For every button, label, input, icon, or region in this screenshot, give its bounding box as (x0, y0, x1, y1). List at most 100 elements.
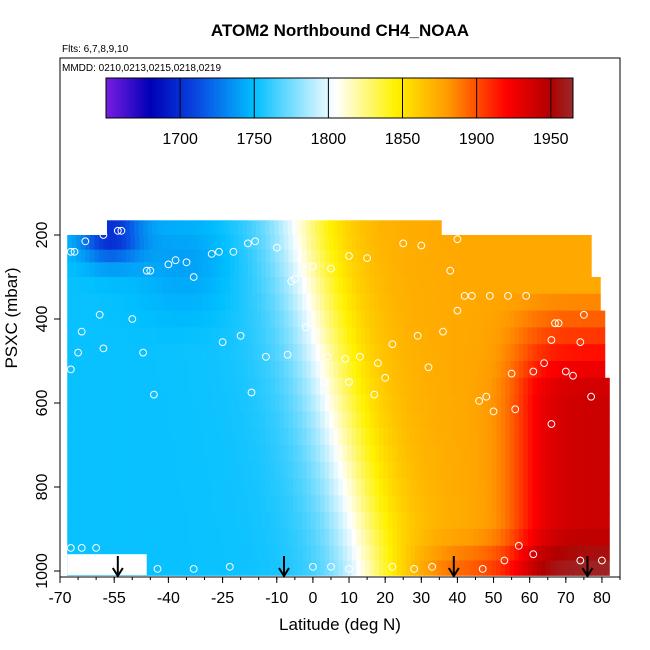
heatmap-cell (261, 411, 267, 429)
heatmap-cell (243, 512, 249, 530)
heatmap-cell (514, 394, 520, 412)
heatmap-cell (464, 235, 470, 251)
heatmap-cell (193, 529, 199, 547)
observation-point (424, 363, 433, 372)
heatmap-cell (396, 220, 402, 236)
heatmap-cell (478, 560, 484, 576)
heatmap-cell (311, 293, 317, 312)
heatmap-cell (130, 262, 136, 278)
heatmap-cell (175, 344, 181, 362)
heatmap-cell (428, 512, 434, 530)
heatmap-cell (360, 249, 366, 263)
heatmap-cell (171, 560, 177, 576)
observation-point (576, 556, 585, 565)
heatmap-cell (247, 512, 253, 530)
heatmap-cell (256, 461, 263, 480)
heatmap-cell (148, 495, 154, 513)
heatmap-cell (144, 277, 150, 295)
x-tick-label: -55 (103, 590, 126, 607)
heatmap-cell (582, 478, 588, 496)
heatmap-cell (405, 361, 412, 379)
heatmap-cell (198, 495, 204, 513)
heatmap-cell (491, 310, 497, 328)
heatmap-cell (491, 262, 497, 278)
heatmap-cell (451, 310, 457, 328)
heatmap-cell (505, 512, 511, 530)
heatmap-cell (554, 235, 561, 251)
heatmap-cell (67, 529, 73, 547)
heatmap-cell (238, 377, 244, 396)
heatmap-cell (392, 529, 398, 547)
heatmap-cell (265, 545, 272, 562)
heatmap-cell (423, 220, 429, 236)
heatmap-cell (559, 293, 565, 312)
heatmap-cell (320, 293, 326, 312)
heatmap-cell (243, 310, 249, 328)
heatmap-cell (302, 545, 308, 562)
heatmap-cell (469, 461, 475, 480)
heatmap-cell (279, 277, 285, 295)
heatmap-cell (469, 445, 475, 463)
heatmap-cell (202, 394, 208, 412)
heatmap-cell (284, 529, 290, 547)
heatmap-cell (433, 495, 439, 513)
heatmap-cell (473, 545, 479, 562)
heatmap-cell (234, 529, 240, 547)
heatmap-cell (405, 512, 412, 530)
heatmap-cell (478, 428, 484, 446)
heatmap-cell (324, 461, 330, 480)
heatmap-cell (347, 545, 353, 562)
heatmap-cell (455, 445, 461, 463)
heatmap-cell (373, 220, 379, 236)
heatmap-cell (586, 411, 592, 429)
observation-point (514, 541, 523, 550)
heatmap-cell (401, 262, 407, 278)
heatmap-cell (247, 262, 253, 278)
heatmap-cell (207, 377, 213, 396)
heatmap-cell (451, 428, 457, 446)
heatmap-cell (98, 344, 104, 362)
colorbar-segment (561, 78, 565, 118)
heatmap-cell (383, 377, 389, 396)
observation-point (475, 397, 484, 405)
heatmap-cell (527, 249, 533, 263)
heatmap-cell (514, 293, 520, 312)
heatmap-cell (577, 310, 583, 328)
heatmap-cell (138, 220, 144, 236)
heatmap-cell (478, 545, 484, 562)
heatmap-cell (410, 478, 416, 496)
observation-point (486, 292, 494, 300)
heatmap-cell (333, 560, 339, 576)
heatmap-cell (76, 262, 82, 278)
x-tick-label: 40 (449, 590, 467, 607)
observation-point (417, 241, 426, 250)
heatmap-cell (252, 545, 258, 562)
heatmap-cell (315, 495, 321, 513)
heatmap-cell (491, 394, 497, 412)
heatmap-cell (405, 545, 412, 562)
heatmap-cell (392, 495, 398, 513)
heatmap-cell (107, 445, 113, 463)
heatmap-cell (595, 545, 601, 562)
heatmap-cell (568, 512, 574, 530)
colorbar-segment (549, 78, 554, 118)
heatmap-cell (315, 394, 321, 412)
heatmap-cell (284, 478, 290, 496)
heatmap-cell (523, 478, 529, 496)
heatmap-cell (247, 293, 253, 312)
heatmap-cell (80, 445, 86, 463)
heatmap-cell (591, 428, 597, 446)
heatmap-cell (166, 327, 172, 345)
heatmap-cell (473, 445, 479, 463)
heatmap-cell (469, 394, 475, 412)
x-tick-label: -40 (157, 590, 180, 607)
heatmap-cell (401, 277, 407, 295)
heatmap-cell (469, 310, 475, 328)
heatmap-cell (351, 262, 357, 278)
heatmap-cell (284, 249, 290, 263)
heatmap-cell (410, 277, 416, 295)
heatmap-cell (496, 249, 502, 263)
heatmap-cell (265, 293, 272, 312)
heatmap-cell (171, 478, 177, 496)
heatmap-cell (320, 235, 326, 251)
